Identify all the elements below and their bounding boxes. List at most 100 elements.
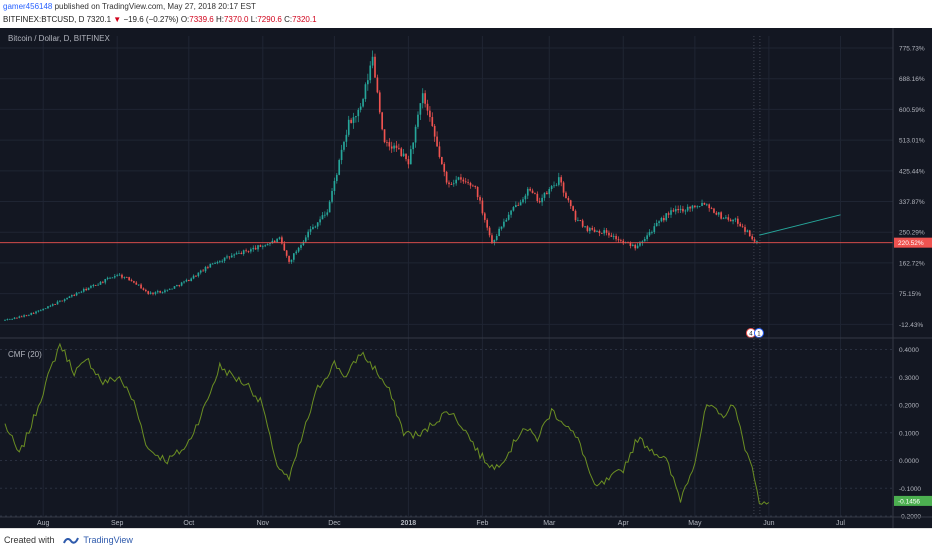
candle-body bbox=[655, 222, 658, 227]
candle-body bbox=[725, 217, 727, 219]
candle-body bbox=[42, 308, 45, 311]
candle-body bbox=[264, 245, 267, 247]
candle-body bbox=[534, 193, 536, 194]
candle-body bbox=[273, 240, 276, 242]
candle-body bbox=[312, 227, 314, 230]
candle-body bbox=[589, 228, 591, 232]
username-link[interactable]: gamer456148 bbox=[3, 2, 53, 11]
candle-body bbox=[744, 227, 746, 232]
candle-body bbox=[515, 205, 517, 208]
high-value: 7370.0 bbox=[223, 15, 249, 24]
candle-body bbox=[498, 228, 500, 237]
symbol-label[interactable]: BITFINEX:BTCUSD, D bbox=[3, 15, 85, 24]
candle-body bbox=[87, 287, 90, 291]
candle-body bbox=[219, 261, 221, 263]
candle-body bbox=[176, 285, 178, 287]
cmf-pane[interactable]: CMF (20) bbox=[4, 342, 770, 505]
candle-body bbox=[378, 92, 381, 113]
candle-body bbox=[164, 290, 166, 293]
candle-body bbox=[455, 179, 457, 184]
candle-body bbox=[698, 206, 701, 207]
chart-area[interactable] bbox=[0, 28, 932, 528]
candle-body bbox=[111, 277, 114, 279]
candle-body bbox=[362, 99, 364, 107]
candle-body bbox=[572, 206, 574, 211]
candle-body bbox=[73, 295, 76, 296]
cmf-last-label: -0.1456 bbox=[898, 498, 920, 505]
candle-body bbox=[183, 281, 185, 283]
candle-body bbox=[405, 153, 407, 160]
candle-body bbox=[710, 208, 713, 209]
x-tick-label: 2018 bbox=[401, 520, 417, 527]
cmf-y-tick-label: 0.0000 bbox=[899, 458, 919, 465]
candle-body bbox=[639, 242, 641, 246]
candle-body bbox=[412, 142, 415, 150]
open-value: 7339.6 bbox=[189, 15, 214, 24]
candle-body bbox=[486, 219, 489, 228]
candle-body bbox=[61, 300, 64, 302]
candle-body bbox=[586, 226, 589, 232]
x-tick-label: Oct bbox=[183, 520, 194, 527]
candle-body bbox=[421, 93, 424, 104]
candle-body bbox=[409, 149, 412, 165]
candle-body bbox=[593, 229, 596, 232]
candle-body bbox=[226, 256, 228, 258]
y-tick-label: 775.73% bbox=[899, 46, 925, 53]
candle-body bbox=[388, 142, 391, 147]
candle-body bbox=[670, 210, 672, 215]
candle-body bbox=[247, 251, 250, 252]
x-tick-label: Jul bbox=[836, 520, 845, 527]
candle-body bbox=[548, 189, 551, 195]
candle-body bbox=[674, 208, 677, 212]
candle-body bbox=[44, 308, 47, 310]
candle-body bbox=[166, 289, 169, 291]
trend-line[interactable] bbox=[759, 214, 841, 236]
candle-body bbox=[555, 184, 558, 186]
candle-body bbox=[142, 288, 145, 290]
candle-body bbox=[376, 77, 379, 93]
candle-body bbox=[314, 226, 317, 228]
candle-body bbox=[261, 246, 264, 248]
candle-body bbox=[187, 279, 190, 282]
candle-body bbox=[223, 257, 226, 261]
candle-body bbox=[59, 300, 61, 302]
candle-body bbox=[739, 223, 742, 227]
candle-body bbox=[369, 65, 372, 81]
candle-body bbox=[603, 230, 605, 234]
candle-body bbox=[350, 119, 352, 123]
candle-body bbox=[433, 125, 436, 137]
candle-body bbox=[596, 231, 598, 232]
event-badge-label: 4 bbox=[749, 332, 753, 338]
candle-body bbox=[717, 212, 720, 215]
tradingview-brand[interactable]: TradingView bbox=[83, 535, 133, 545]
candle-body bbox=[562, 182, 565, 193]
candle-body bbox=[47, 306, 49, 309]
candle-body bbox=[214, 263, 216, 264]
candle-body bbox=[686, 206, 689, 211]
x-tick-label: Apr bbox=[618, 520, 630, 527]
candle-body bbox=[202, 270, 204, 272]
candle-body bbox=[476, 186, 479, 198]
candle-body bbox=[133, 281, 135, 283]
candle-body bbox=[173, 286, 176, 289]
candle-body bbox=[316, 222, 319, 227]
x-tick-label: Mar bbox=[543, 520, 556, 527]
candle-body bbox=[185, 279, 188, 282]
candle-body bbox=[636, 245, 639, 249]
candle-body bbox=[335, 174, 338, 181]
candle-body bbox=[118, 274, 121, 276]
candle-body bbox=[732, 219, 734, 222]
candle-body bbox=[584, 226, 586, 227]
candle-body bbox=[419, 103, 422, 115]
candle-body bbox=[82, 288, 85, 292]
cmf-pane-title: CMF (20) bbox=[8, 350, 42, 359]
candle-body bbox=[333, 180, 336, 191]
cmf-line bbox=[4, 342, 770, 505]
candle-body bbox=[71, 295, 73, 297]
candle-body bbox=[161, 292, 164, 293]
candle-body bbox=[677, 208, 679, 211]
candle-body bbox=[345, 134, 348, 142]
candle-body bbox=[531, 190, 534, 194]
